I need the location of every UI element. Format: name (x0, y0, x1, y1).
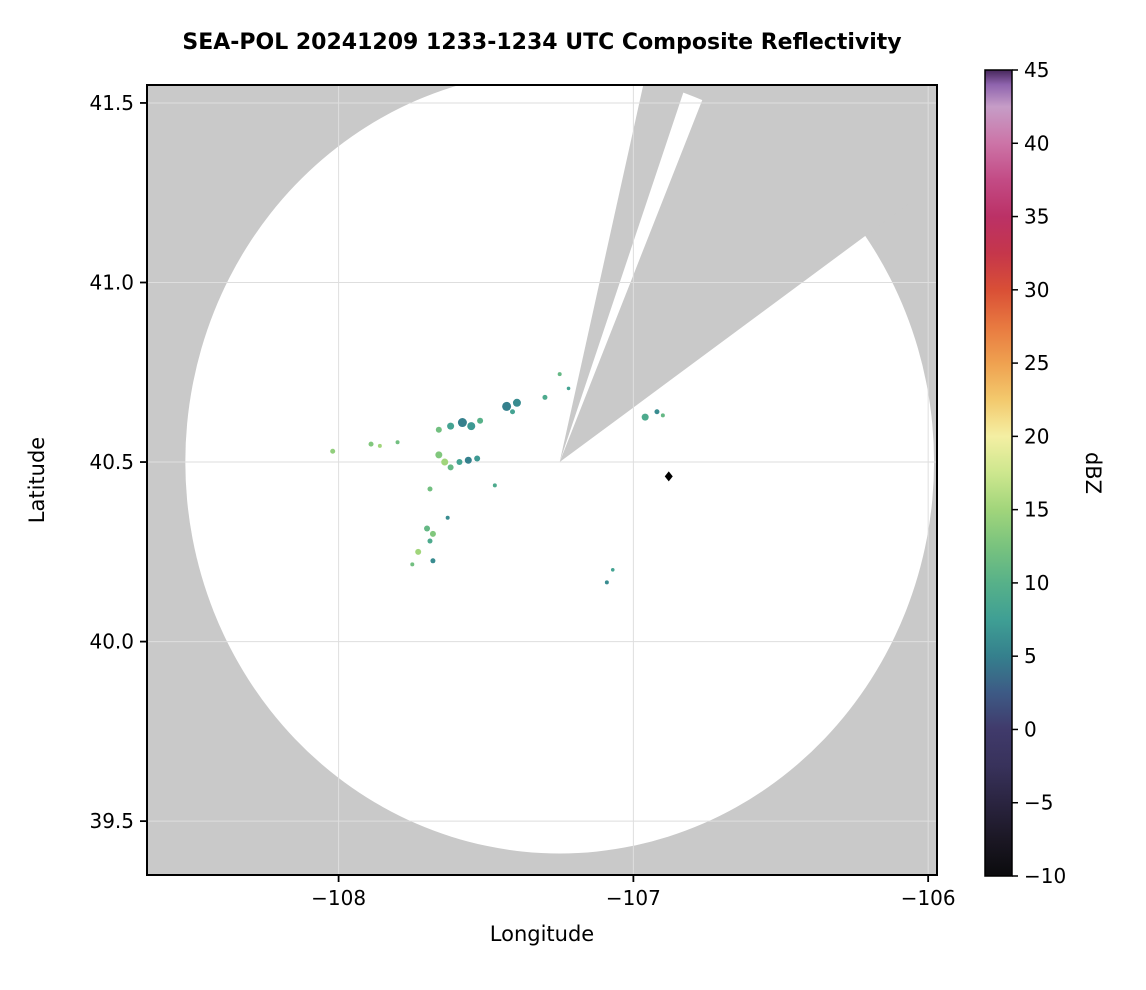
colorbar-tick-label: 30 (1024, 278, 1049, 302)
radar-echo (427, 538, 433, 544)
radar-echo (464, 456, 472, 464)
radar-echo (512, 398, 521, 407)
colorbar-tick-label: −10 (1024, 864, 1066, 888)
radar-echo (610, 567, 615, 572)
radar-echo (467, 422, 476, 431)
radar-echo (330, 448, 336, 454)
radar-echo (474, 455, 481, 462)
colorbar-tick-label: 15 (1024, 498, 1049, 522)
radar-echo (430, 558, 436, 564)
x-tick-label: −108 (311, 886, 366, 910)
radar-echo (456, 459, 463, 466)
radar-echo (447, 464, 454, 471)
plot-area (147, 85, 937, 875)
radar-echo (477, 417, 484, 424)
colorbar-frame (984, 69, 1013, 877)
radar-echo (457, 418, 467, 428)
colorbar-tick-label: −5 (1024, 791, 1053, 815)
radar-echo (660, 413, 665, 418)
radar-echo (368, 441, 374, 447)
blocked-sector (559, 85, 686, 463)
colorbar (985, 70, 1012, 876)
radar-echo (510, 409, 516, 415)
colorbar-tick-label: 25 (1024, 351, 1049, 375)
radar-echo (445, 515, 450, 520)
radar-echo (435, 426, 442, 433)
radar-echo (604, 580, 609, 585)
radar-echo (557, 372, 562, 377)
y-tick-label: 40.0 (89, 630, 134, 654)
blocked-sector (559, 85, 937, 463)
radar-echo (654, 409, 660, 415)
colorbar-label: dBZ (1081, 451, 1105, 495)
colorbar-tick-label: 0 (1024, 717, 1037, 741)
radar-echo (641, 413, 649, 421)
radar-echo (492, 483, 497, 488)
radar-echo (415, 548, 422, 555)
site-marker (664, 471, 673, 482)
colorbar-tick-label: 10 (1024, 571, 1049, 595)
radar-echo (427, 486, 433, 492)
x-tick-label: −107 (606, 886, 661, 910)
colorbar-tick-label: 35 (1024, 205, 1049, 229)
y-tick-label: 41.0 (89, 271, 134, 295)
x-axis-label: Longitude (489, 922, 595, 946)
y-tick-label: 41.5 (89, 91, 134, 115)
colorbar-tick-label: 20 (1024, 424, 1049, 448)
radar-echo (410, 562, 415, 567)
colorbar-tick-label: 45 (1024, 58, 1049, 82)
radar-echo (447, 422, 455, 430)
radar-echo (395, 440, 400, 445)
radar-echo (566, 386, 571, 391)
radar-echo (424, 525, 431, 532)
plot-frame (146, 84, 938, 876)
y-tick-label: 40.5 (89, 450, 134, 474)
radar-echo (429, 530, 436, 537)
radar-echo (542, 394, 548, 400)
radar-echo (377, 443, 382, 448)
colorbar-tick-label: 40 (1024, 131, 1049, 155)
x-tick-label: −106 (901, 886, 956, 910)
chart-title: SEA-POL 20241209 1233-1234 UTC Composite… (182, 30, 902, 55)
radar-echo (435, 451, 443, 459)
colorbar-tick-label: 5 (1024, 644, 1037, 668)
y-tick-label: 39.5 (89, 809, 134, 833)
radar-echo (502, 401, 512, 411)
y-axis-label: Latitude (25, 436, 49, 524)
radar-echo (441, 458, 449, 466)
